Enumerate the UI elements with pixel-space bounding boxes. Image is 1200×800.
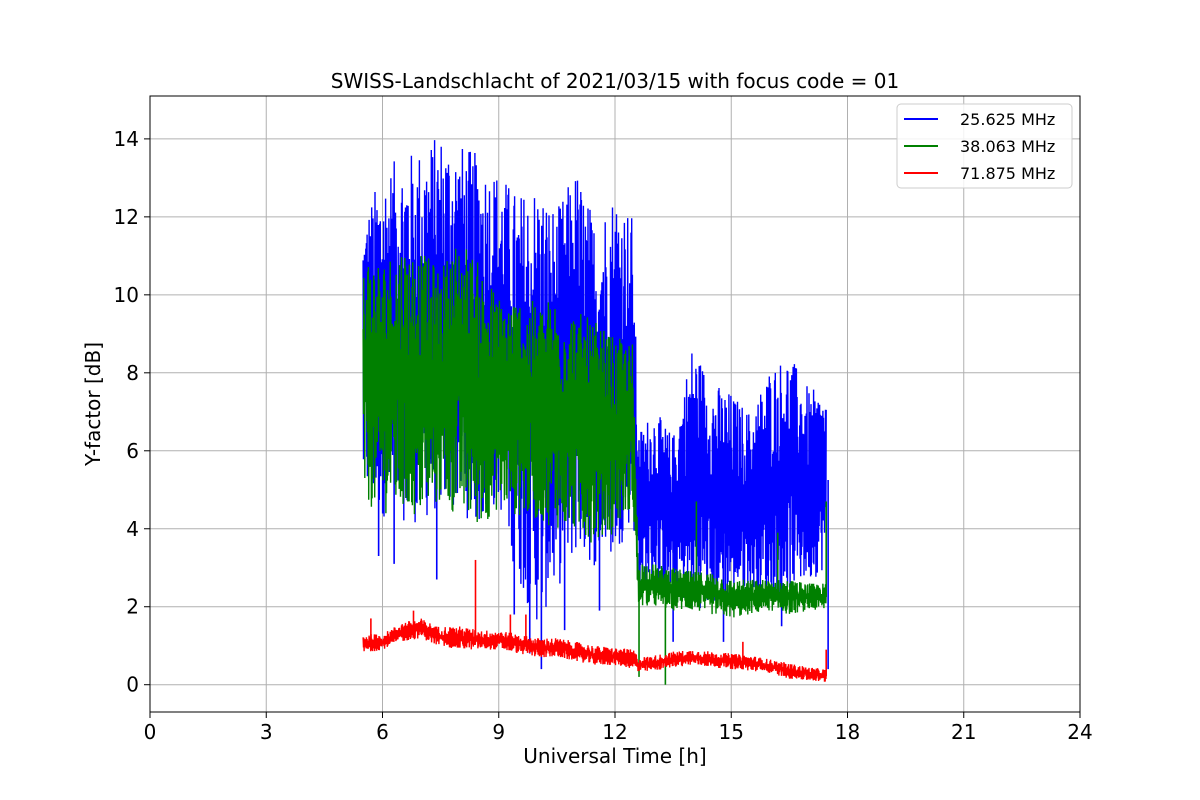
x-tick-label: 15 (719, 720, 744, 744)
x-axis-label: Universal Time [h] (523, 744, 706, 768)
y-tick-label: 4 (126, 517, 139, 541)
legend: 25.625 MHz 38.063 MHz 71.875 MHz (896, 103, 1073, 189)
legend-box (896, 103, 1073, 189)
x-tick-label: 0 (144, 720, 157, 744)
x-tick-label: 9 (492, 720, 505, 744)
y-tick-label: 14 (114, 127, 139, 151)
series-38-063-MHz (362, 248, 827, 685)
chart-title: SWISS-Landschlacht of 2021/03/15 with fo… (331, 69, 899, 93)
x-tick-label: 3 (260, 720, 273, 744)
y-tick-label: 12 (114, 205, 139, 229)
legend-entry-25-625: 25.625 MHz (960, 110, 1055, 129)
legend-entry-38-063: 38.063 MHz (960, 137, 1055, 156)
series-layer (362, 140, 829, 685)
y-tick-label: 10 (114, 283, 139, 307)
y-axis-label: Y-factor [dB] (81, 342, 105, 467)
y-tick-label: 6 (126, 439, 139, 463)
x-tick-label: 18 (835, 720, 860, 744)
series-71-875-MHz (362, 559, 827, 682)
y-tick-label: 8 (126, 361, 139, 385)
legend-entry-71-875: 71.875 MHz (960, 164, 1055, 183)
y-tick-label: 0 (126, 673, 139, 697)
x-tick-label: 24 (1067, 720, 1092, 744)
x-tick-label: 12 (602, 720, 627, 744)
x-tick-label: 21 (951, 720, 976, 744)
series-line (362, 618, 827, 682)
y-tick-label: 2 (126, 595, 139, 619)
series-line (362, 248, 827, 618)
x-tick-label: 6 (376, 720, 389, 744)
